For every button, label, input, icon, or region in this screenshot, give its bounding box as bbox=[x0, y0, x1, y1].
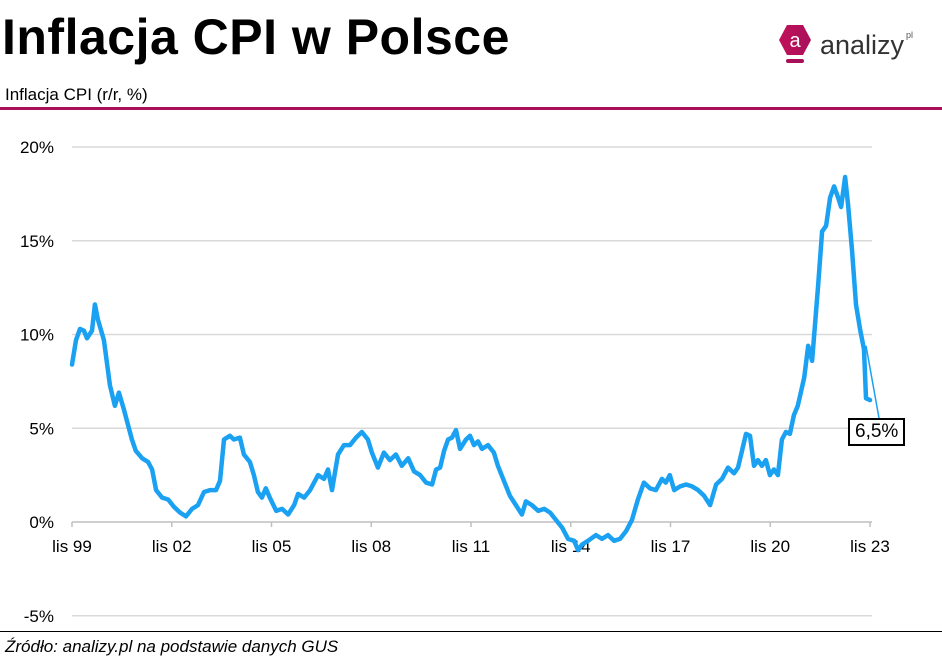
svg-text:a: a bbox=[789, 30, 801, 52]
series bbox=[69, 174, 880, 553]
x-tick-label: lis 08 bbox=[351, 537, 391, 556]
cpi-series-line bbox=[69, 174, 873, 553]
x-tick-label: lis 23 bbox=[850, 537, 890, 556]
footer-divider bbox=[0, 631, 942, 632]
x-tick-label: lis 99 bbox=[52, 537, 92, 556]
logo-text: analizy bbox=[820, 29, 905, 60]
logo-suffix: pl bbox=[906, 30, 914, 40]
page-title: Inflacja CPI w Polsce bbox=[2, 9, 510, 65]
y-tick-label: 10% bbox=[20, 326, 54, 345]
y-tick-label: 0% bbox=[29, 513, 54, 532]
x-tick-label: lis 14 bbox=[551, 537, 591, 556]
header-divider bbox=[0, 107, 942, 110]
x-tick-label: lis 11 bbox=[452, 537, 490, 556]
y-tick-label: 20% bbox=[20, 138, 54, 157]
annotation-leader-line bbox=[865, 345, 880, 419]
y-tick-label: 5% bbox=[29, 419, 54, 438]
x-tick-label: lis 20 bbox=[750, 537, 790, 556]
chart-subtitle: Inflacja CPI (r/r, %) bbox=[5, 85, 148, 104]
y-tick-label: -5% bbox=[24, 607, 54, 626]
logo-hexagon-icon: a bbox=[779, 25, 811, 63]
source-note: Źródło: analizy.pl na podstawie danych G… bbox=[5, 637, 339, 656]
x-axis: lis 99 lis 02 lis 05 lis 08 lis 11 lis 14 lis … bbox=[52, 521, 890, 556]
x-tick-label: lis 02 bbox=[152, 537, 192, 556]
y-axis: 20% 15% 10% 5% 0% -5% bbox=[20, 138, 54, 626]
last-value-label: 6,5% bbox=[848, 418, 906, 446]
x-tick-label: lis 05 bbox=[252, 537, 292, 556]
analizy-logo: a analizy pl bbox=[778, 24, 913, 66]
y-tick-label: 15% bbox=[20, 232, 54, 251]
gridlines bbox=[72, 146, 872, 617]
x-tick-label: lis 17 bbox=[651, 537, 691, 556]
